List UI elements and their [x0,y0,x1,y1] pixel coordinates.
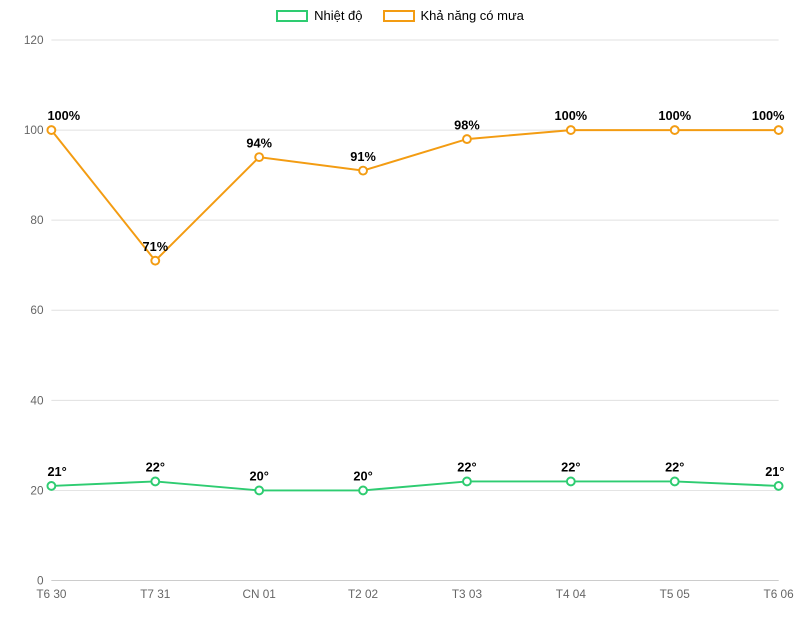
data-point[interactable] [359,487,367,495]
y-tick-label: 0 [37,574,44,587]
data-point[interactable] [567,477,575,485]
legend-item-temperature[interactable]: Nhiệt độ [276,8,362,23]
legend-label-rain: Khả năng có mưa [421,8,524,23]
data-label: 21° [47,464,66,479]
legend-label-temperature: Nhiệt độ [314,8,362,23]
x-tick-label: T7 31 [140,588,170,601]
data-label: 22° [561,460,580,475]
series-line [51,481,778,490]
data-point[interactable] [671,477,679,485]
data-label: 98% [454,117,480,132]
y-tick-label: 120 [24,34,44,47]
plot-svg: 020406080100120T6 30T7 31CN 01T2 02T3 03… [40,40,790,610]
data-point[interactable] [775,126,783,134]
data-point[interactable] [359,167,367,175]
data-label: 21° [765,464,784,479]
y-tick-label: 20 [30,484,44,497]
x-tick-label: T3 03 [452,588,483,601]
data-label: 100% [658,108,691,123]
data-point[interactable] [671,126,679,134]
data-label: 94% [246,135,272,150]
data-point[interactable] [151,257,159,265]
data-label: 100% [555,108,588,123]
plot-area: 020406080100120T6 30T7 31CN 01T2 02T3 03… [40,40,790,610]
x-tick-label: CN 01 [242,588,275,601]
x-tick-label: T6 06 [764,588,795,601]
y-tick-label: 60 [30,304,44,317]
y-tick-label: 40 [30,394,44,407]
data-label: 22° [146,460,165,475]
weather-chart: Nhiệt độ Khả năng có mưa 0 20 40 60 80 100 120… [0,0,800,644]
data-label: 20° [250,469,269,484]
data-point[interactable] [567,126,575,134]
data-point[interactable] [463,477,471,485]
x-tick-label: T2 02 [348,588,378,601]
y-tick-label: 100 [24,124,44,137]
data-point[interactable] [463,135,471,143]
data-point[interactable] [47,126,55,134]
data-point[interactable] [775,482,783,490]
data-point[interactable] [47,482,55,490]
y-tick-label: 80 [30,214,44,227]
legend-swatch-temperature [276,10,308,22]
data-label: 100% [752,108,785,123]
data-point[interactable] [255,153,263,161]
data-point[interactable] [151,477,159,485]
data-label: 100% [47,108,80,123]
data-label: 22° [665,460,684,475]
x-tick-label: T5 05 [660,588,691,601]
x-tick-label: T6 30 [36,588,67,601]
data-point[interactable] [255,487,263,495]
data-label: 22° [457,460,476,475]
legend-item-rain[interactable]: Khả năng có mưa [383,8,524,23]
data-label: 20° [353,469,372,484]
legend-swatch-rain [383,10,415,22]
data-label: 91% [350,149,376,164]
x-tick-label: T4 04 [556,588,587,601]
data-label: 71% [142,239,168,254]
legend: Nhiệt độ Khả năng có mưa [0,8,800,23]
